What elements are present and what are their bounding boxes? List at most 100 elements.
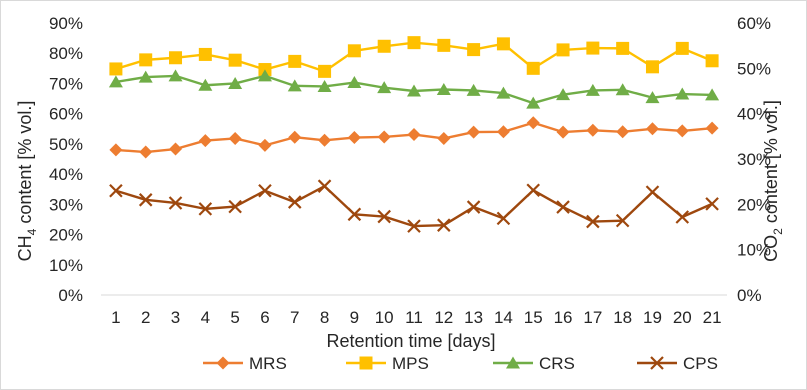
data-point-mps <box>675 41 689 55</box>
data-point-mrs <box>675 124 689 138</box>
data-point-crs <box>168 69 183 82</box>
data-point-mrs <box>467 125 481 139</box>
data-point-cps <box>675 210 690 224</box>
data-point-cps <box>526 183 541 198</box>
data-point-mrs <box>645 122 659 136</box>
data-point-mps <box>109 62 123 76</box>
data-point-mps <box>407 36 421 50</box>
data-point-mrs <box>288 130 302 144</box>
series-layer <box>108 36 720 233</box>
y-right-tick-label: 0% <box>737 286 762 305</box>
x-tick-label: 5 <box>230 308 239 327</box>
data-point-crs <box>526 96 541 109</box>
series-crs <box>108 69 720 109</box>
data-point-cps <box>377 209 391 224</box>
data-point-mrs <box>347 131 361 145</box>
legend-marker-crs <box>506 356 520 369</box>
data-point-mps <box>318 64 332 78</box>
data-point-mrs <box>169 142 183 156</box>
data-point-mrs <box>318 133 332 147</box>
data-point-crs <box>407 84 421 97</box>
x-tick-label: 12 <box>434 308 453 327</box>
data-point-cps <box>347 207 362 222</box>
data-point-mrs <box>407 128 421 142</box>
data-point-cps <box>407 219 421 233</box>
data-point-mrs <box>258 138 272 152</box>
series-mrs <box>109 116 719 159</box>
data-point-crs <box>198 78 213 91</box>
x-tick-label: 11 <box>405 308 423 327</box>
data-point-mrs <box>586 123 600 137</box>
data-point-cps <box>556 200 570 214</box>
y-left-tick-label: 20% <box>49 226 83 245</box>
data-point-mrs <box>377 130 391 144</box>
x-tick-label: 9 <box>350 308 359 327</box>
x-tick-label: 2 <box>141 308 150 327</box>
data-point-crs <box>287 79 302 92</box>
data-point-crs <box>645 91 660 104</box>
x-tick-label: 15 <box>524 308 543 327</box>
y-axis-left-title: CH4 content [% vol.] <box>15 101 39 262</box>
data-point-mrs <box>139 145 153 159</box>
legend-marker-mps <box>359 356 373 370</box>
data-point-mps <box>377 39 391 53</box>
data-point-mps <box>705 54 719 68</box>
data-point-mps <box>586 41 600 55</box>
legend-label-cps: CPS <box>683 354 718 373</box>
data-point-cps <box>586 214 600 229</box>
y-left-tick-label: 50% <box>49 135 83 154</box>
x-tick-label: 19 <box>643 308 662 327</box>
data-point-mps <box>556 43 570 57</box>
data-point-mps <box>616 41 630 55</box>
x-tick-label: 14 <box>494 308 513 327</box>
data-point-cps <box>645 185 660 199</box>
y-left-tick-label: 10% <box>49 256 83 275</box>
legend-label-mrs: MRS <box>249 354 287 373</box>
y-right-tick-label: 10% <box>737 241 771 260</box>
y-right-tick-label: 30% <box>737 150 771 169</box>
data-point-crs <box>257 69 272 82</box>
data-point-mrs <box>109 143 123 157</box>
x-tick-label: 21 <box>703 308 722 327</box>
data-point-cps <box>287 195 302 209</box>
x-tick-label: 6 <box>260 308 269 327</box>
data-point-mps <box>198 47 212 61</box>
data-point-crs <box>585 83 600 96</box>
data-point-cps <box>615 213 630 228</box>
x-tick-label: 13 <box>464 308 483 327</box>
data-point-mps <box>228 53 242 67</box>
y-left-tick-label: 40% <box>49 165 83 184</box>
data-point-crs <box>436 82 451 95</box>
x-tick-label: 18 <box>613 308 632 327</box>
data-point-cps <box>228 199 242 214</box>
y-left-tick-label: 60% <box>49 105 83 124</box>
legend-marker-mrs <box>216 356 230 370</box>
data-point-mps <box>347 44 361 58</box>
data-point-cps <box>705 197 719 211</box>
data-point-crs <box>347 76 362 89</box>
y-right-tick-label: 40% <box>737 105 771 124</box>
y-left-tick-label: 30% <box>49 195 83 214</box>
data-point-mps <box>139 53 153 67</box>
x-tick-label: 4 <box>201 308 210 327</box>
data-point-mps <box>645 60 659 74</box>
data-point-mps <box>496 37 510 51</box>
legend: MRS MPS CRS CPS <box>203 354 718 373</box>
data-point-mrs <box>705 121 719 135</box>
data-point-mrs <box>526 116 540 130</box>
series-cps <box>109 179 719 233</box>
data-point-crs <box>496 86 511 99</box>
y-left-tick-label: 80% <box>49 44 83 63</box>
data-point-crs <box>466 83 481 96</box>
y-left-tick-label: 90% <box>49 14 83 33</box>
y-right-tick-label: 60% <box>737 14 771 33</box>
data-point-cps <box>168 196 183 210</box>
y-right-tick-label: 50% <box>737 59 771 78</box>
x-tick-label: 3 <box>171 308 180 327</box>
y-axis-left-ticks: 0% 10% 20% 30% 40% 50% 60% 70% 80% 90% <box>49 14 83 305</box>
legend-label-crs: CRS <box>539 354 575 373</box>
y-left-tick-label: 0% <box>58 286 83 305</box>
legend-label-mps: MPS <box>392 354 429 373</box>
